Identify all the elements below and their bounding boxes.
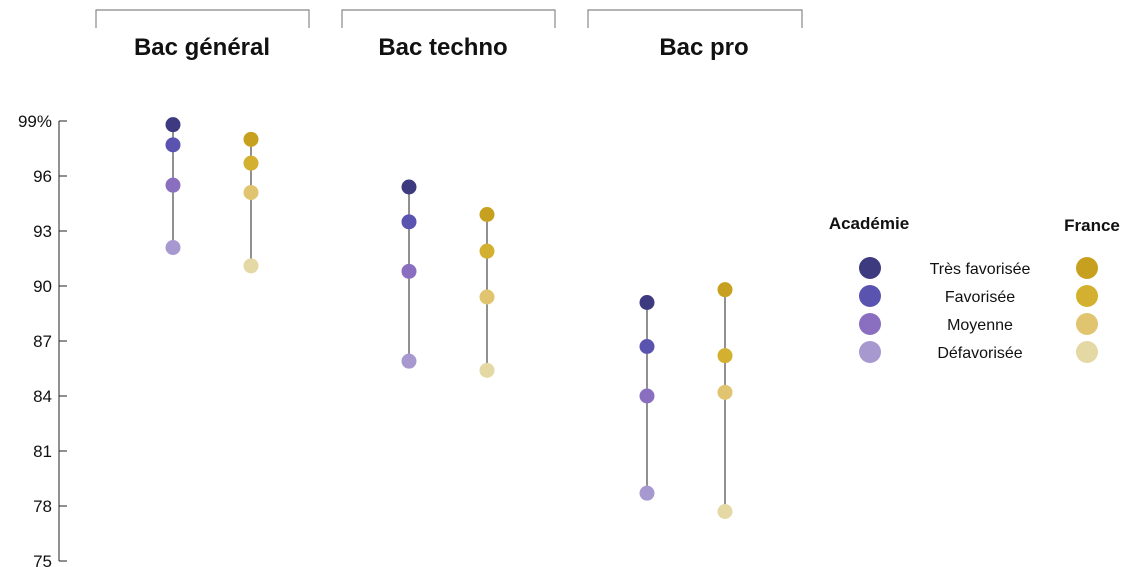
legend-dot-academie-0 — [859, 257, 881, 279]
legend-dot-france-3 — [1076, 341, 1098, 363]
group-title-1: Bac techno — [378, 34, 507, 61]
point-s1-g1-l3 — [479, 362, 495, 378]
point-s0-g0-l3 — [165, 240, 181, 255]
legend-title-france: France — [1064, 216, 1120, 235]
legend-items: Très favorisée Favorisée Moyenne Défavorisé… — [859, 257, 1098, 363]
y-tick-label-4: 87 — [33, 332, 52, 351]
group-bracket-1 — [341, 9, 556, 28]
legend-level-label-3: Défavorisée — [937, 345, 1022, 362]
point-s0-g1-l2 — [401, 263, 417, 279]
y-tick-label-8: 75 — [33, 552, 52, 567]
point-s0-g2-l0 — [639, 295, 655, 310]
point-s1-g0-l1 — [243, 155, 259, 171]
group-title-2: Bac pro — [659, 34, 748, 61]
y-ticks: 99% 96 93 90 87 84 81 78 75 — [18, 112, 67, 567]
point-s1-g0-l0 — [243, 131, 259, 147]
data-marks — [165, 117, 733, 519]
point-s1-g0-l3 — [243, 258, 259, 274]
point-s1-g1-l2 — [479, 289, 495, 305]
point-s1-g2-l2 — [717, 384, 733, 400]
group-titles: Bac général Bac techno Bac pro — [134, 34, 749, 61]
legend-dot-academie-1 — [859, 285, 881, 307]
point-s0-g1-l1 — [401, 214, 417, 230]
legend: Académie France Très favorisée Favorisée M… — [829, 214, 1120, 363]
point-s0-g0-l1 — [165, 137, 181, 153]
legend-dot-academie-3 — [859, 341, 881, 363]
y-axis: 99% 96 93 90 87 84 81 78 75 — [18, 112, 67, 567]
y-tick-label-5: 84 — [33, 387, 52, 406]
point-s0-g0-l0 — [165, 117, 181, 133]
legend-level-label-0: Très favorisée — [930, 261, 1031, 278]
point-s1-g2-l1 — [717, 348, 733, 364]
point-s0-g1-l3 — [401, 353, 417, 369]
point-s0-g2-l2 — [639, 388, 655, 404]
point-s0-g2-l3 — [639, 485, 655, 501]
group-title-0: Bac général — [134, 34, 270, 61]
point-s0-g2-l1 — [639, 339, 655, 354]
point-s1-g2-l0 — [717, 282, 733, 298]
group-bracket-0 — [95, 9, 310, 28]
point-s1-g1-l0 — [479, 207, 495, 222]
group-brackets — [95, 9, 803, 28]
legend-level-label-1: Favorisée — [945, 289, 1015, 306]
point-s0-g1-l0 — [401, 179, 417, 195]
point-s0-g0-l2 — [165, 177, 181, 193]
y-tick-label-1: 96 — [33, 167, 52, 186]
group-bracket-2 — [587, 9, 803, 28]
y-tick-label-6: 81 — [33, 442, 52, 461]
legend-title-academie: Académie — [829, 214, 909, 233]
point-s1-g2-l3 — [717, 504, 733, 519]
y-tick-label-0: 99% — [18, 112, 52, 131]
legend-level-label-2: Moyenne — [947, 317, 1013, 334]
y-tick-label-7: 78 — [33, 497, 52, 516]
point-s1-g1-l1 — [479, 243, 495, 259]
point-s1-g0-l2 — [243, 185, 259, 200]
legend-dot-france-2 — [1076, 313, 1098, 335]
legend-dot-france-1 — [1076, 285, 1098, 307]
legend-dot-academie-2 — [859, 313, 881, 335]
y-tick-label-3: 90 — [33, 277, 52, 296]
y-tick-label-2: 93 — [33, 222, 52, 241]
legend-dot-france-0 — [1076, 257, 1098, 279]
